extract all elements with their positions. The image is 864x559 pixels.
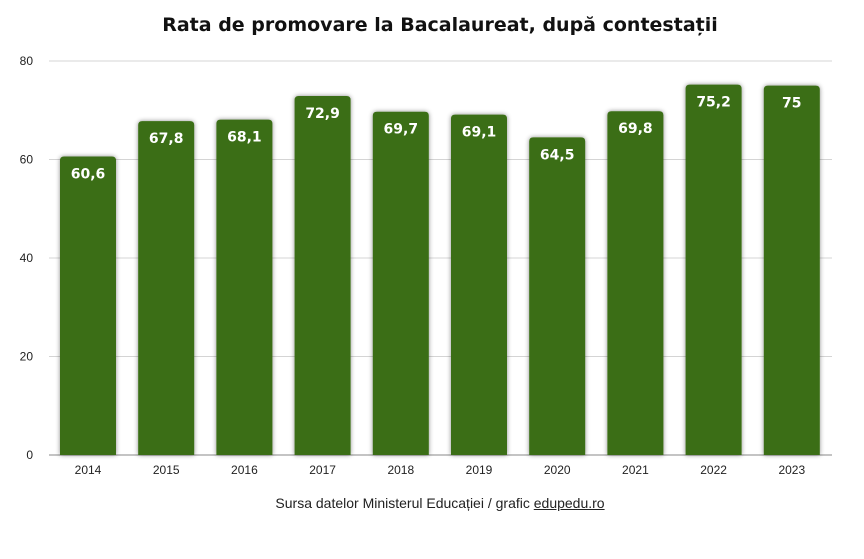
x-tick-label: 2022 <box>700 463 727 477</box>
bar-value-label: 67,8 <box>149 131 184 147</box>
bar-value-label: 69,7 <box>384 122 419 138</box>
x-tick-label: 2015 <box>153 463 180 477</box>
bar <box>451 114 507 456</box>
bar <box>529 137 586 455</box>
bar-value-label: 60,6 <box>71 167 106 183</box>
bar-value-label: 68,1 <box>227 130 262 146</box>
y-tick-label: 20 <box>20 350 34 364</box>
edupedu-link[interactable]: edupedu.ro <box>533 495 605 511</box>
x-tick-label: 2021 <box>622 463 649 477</box>
chart-title: Rata de promovare la Bacalaureat, după c… <box>162 14 718 36</box>
y-tick-label: 80 <box>20 54 34 68</box>
chart-footer: Sursa datelor Ministerul Educației / gra… <box>0 495 864 511</box>
y-tick-label: 60 <box>20 153 34 167</box>
bar-value-label: 69,1 <box>462 125 497 141</box>
x-tick-label: 2020 <box>544 463 571 477</box>
bar <box>216 119 273 456</box>
bar-value-label: 75 <box>782 96 801 112</box>
x-tick-label: 2023 <box>778 463 805 477</box>
x-tick-label: 2018 <box>387 463 414 477</box>
bar <box>372 111 429 455</box>
bar-value-label: 72,9 <box>305 106 340 122</box>
bar-value-label: 69,8 <box>618 121 653 137</box>
y-tick-label: 40 <box>20 251 34 265</box>
bar <box>763 85 820 455</box>
x-tick-label: 2019 <box>466 463 493 477</box>
y-tick-label: 0 <box>26 448 33 462</box>
bar <box>685 84 742 455</box>
bar-value-label: 64,5 <box>540 147 575 163</box>
source-text: Sursa datelor Ministerul Educației / gra… <box>275 495 534 511</box>
labels: 0 20 40 60 80 60,6 2014 67,8 2015 68,1 2016 72,9 201… <box>20 54 806 477</box>
x-tick-label: 2017 <box>309 463 336 477</box>
bar-value-label: 75,2 <box>696 95 731 111</box>
x-tick-label: 2014 <box>75 463 102 477</box>
bar <box>294 95 351 455</box>
bars <box>60 84 820 456</box>
x-tick-label: 2016 <box>231 463 258 477</box>
bar-chart: 0 20 40 60 80 60,6 2014 67,8 2015 68,1 2016 72,9 201… <box>20 54 832 477</box>
bar <box>607 111 664 456</box>
bar <box>138 121 195 456</box>
bar <box>60 156 116 456</box>
